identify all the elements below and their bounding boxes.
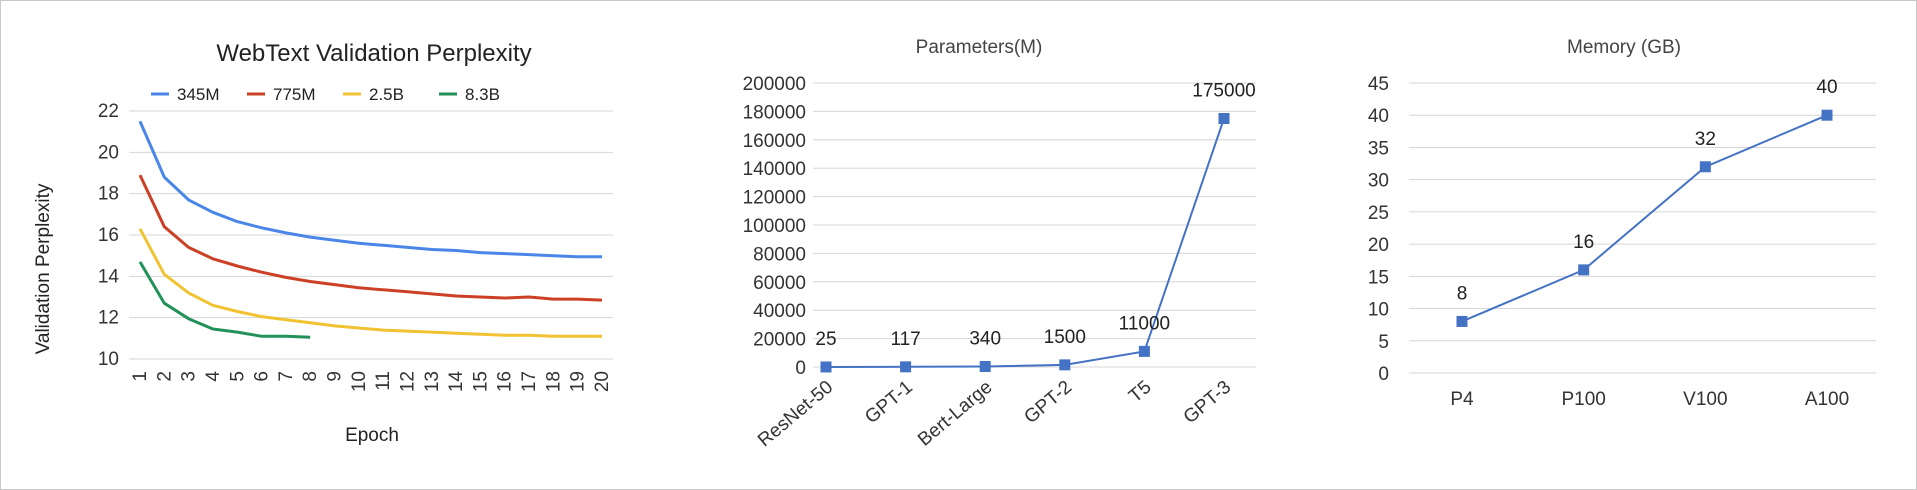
chart-perplexity-xtick: 16 (495, 371, 516, 392)
chart-perplexity-xtick: 17 (519, 371, 540, 392)
chart-parameters-ytick: 80000 (753, 244, 806, 265)
chart-parameters-data-label: 25 (815, 329, 836, 350)
chart-parameters-ytick: 120000 (743, 188, 806, 209)
chart-memory-ytick: 40 (1368, 106, 1389, 127)
chart-parameters-title: Parameters(M) (916, 37, 1043, 58)
chart-perplexity-xtick: 10 (349, 371, 370, 392)
chart-parameters-line (825, 118, 1225, 368)
chart-perplexity-xtick: 12 (397, 371, 418, 392)
chart-parameters-data-label: 340 (969, 329, 1001, 350)
chart-memory-marker (1456, 315, 1468, 327)
chart-parameters-xtick: GPT-2 (1020, 377, 1076, 428)
chart-perplexity-xtick: 4 (203, 371, 224, 382)
chart-perplexity-xtick: 11 (373, 371, 394, 391)
chart-parameters-ytick: 0 (795, 358, 806, 379)
chart-perplexity-ytick: 22 (98, 101, 119, 122)
chart-memory-xtick: A100 (1805, 389, 1849, 410)
chart-perplexity-xtick: 6 (252, 371, 273, 382)
chart-memory-data-label: 8 (1457, 283, 1468, 304)
chart-perplexity: WebText Validation Perplexity Epoch Vali… (33, 40, 613, 446)
chart-memory-data-label: 32 (1695, 129, 1716, 150)
chart-perplexity-ytick: 16 (98, 225, 119, 246)
chart-perplexity-ytick: 10 (98, 349, 119, 370)
chart-parameters: Parameters(M) 0 20000 40000 60000 80000 10000… (743, 37, 1256, 451)
chart-parameters-ytick: 20000 (753, 330, 806, 351)
chart-parameters-data-label: 175000 (1192, 81, 1255, 102)
chart-perplexity-legend-label: 8.3B (465, 85, 500, 104)
chart-parameters-xtick: T5 (1125, 377, 1155, 407)
chart-perplexity-legend-label: 775M (273, 85, 316, 104)
chart-parameters-ytick: 180000 (743, 102, 806, 123)
chart-perplexity-series-345M-line (138, 120, 602, 259)
chart-perplexity-xtick: 5 (227, 371, 248, 382)
chart-perplexity-ytick: 20 (98, 142, 119, 163)
chart-memory-marker (1578, 264, 1590, 276)
chart-perplexity-series-2.5B-line (138, 228, 602, 338)
chart-memory-ytick: 20 (1368, 235, 1389, 256)
chart-perplexity-xlabel: Epoch (345, 425, 399, 446)
chart-parameters-ytick: 140000 (743, 159, 806, 180)
chart-perplexity-xtick: 13 (422, 371, 443, 392)
chart-memory: Memory (GB) 0 5 10 15 20 25 30 35 40 45 P4 P100 V100… (1368, 37, 1876, 410)
chart-perplexity-title: WebText Validation Perplexity (216, 40, 531, 67)
chart-memory-ytick: 0 (1378, 364, 1389, 385)
chart-perplexity-ylabel: Validation Perplexity (33, 183, 54, 354)
chart-memory-ytick: 30 (1368, 171, 1389, 192)
chart-perplexity-legend-label: 345M (177, 85, 220, 104)
chart-perplexity-ytick: 18 (98, 184, 119, 205)
chart-perplexity-ytick: 14 (98, 266, 120, 287)
chart-parameters-marker (820, 361, 832, 373)
chart-parameters-marker (1218, 113, 1230, 124)
chart-memory-title: Memory (GB) (1567, 37, 1681, 58)
chart-memory-line (1461, 114, 1828, 323)
chart-parameters-ytick: 60000 (753, 273, 806, 294)
chart-perplexity-xtick: 8 (300, 371, 321, 382)
chart-perplexity-series-775M-line (138, 174, 603, 302)
chart-parameters-xtick: ResNet-50 (754, 377, 837, 451)
chart-perplexity-xtick: 18 (543, 371, 564, 392)
chart-parameters-ytick: 40000 (753, 301, 806, 322)
chart-memory-ytick: 25 (1368, 203, 1389, 224)
chart-parameters-ytick: 200000 (743, 74, 806, 95)
chart-memory-ytick: 15 (1368, 267, 1389, 288)
chart-perplexity-xtick: 15 (470, 371, 491, 392)
chart-perplexity-xtick: 1 (130, 371, 151, 382)
chart-perplexity-xtick: 7 (276, 371, 297, 382)
chart-parameters-ytick: 160000 (743, 131, 806, 152)
chart-memory-xtick: P100 (1561, 389, 1605, 410)
chart-memory-data-label: 16 (1573, 232, 1594, 253)
chart-parameters-marker (900, 361, 912, 373)
chart-parameters-marker (979, 361, 991, 373)
chart-parameters-xtick: GPT-3 (1180, 377, 1236, 428)
chart-perplexity-xtick: 9 (325, 371, 346, 382)
chart-perplexity-xtick: 2 (154, 371, 175, 382)
chart-memory-marker (1699, 161, 1711, 173)
chart-perplexity-xtick: 3 (179, 371, 200, 382)
chart-parameters-marker (1059, 359, 1071, 371)
chart-memory-ytick: 45 (1368, 74, 1389, 95)
chart-memory-ytick: 10 (1368, 300, 1389, 321)
chart-parameters-data-label: 11000 (1119, 313, 1170, 334)
chart-perplexity-xtick: 19 (568, 371, 589, 392)
chart-perplexity-series-8.3B-line (138, 261, 311, 339)
chart-parameters-xtick: GPT-1 (861, 377, 917, 428)
chart-memory-data-label: 40 (1816, 77, 1837, 98)
chart-perplexity-ytick: 12 (98, 308, 119, 329)
chart-parameters-data-label: 117 (890, 329, 920, 350)
chart-perplexity-xtick: 20 (592, 371, 613, 392)
chart-memory-xtick: V100 (1683, 389, 1727, 410)
chart-parameters-ytick: 100000 (743, 216, 806, 237)
chart-parameters-marker (1138, 345, 1150, 357)
chart-memory-xtick: P4 (1450, 389, 1474, 410)
chart-parameters-data-label: 1500 (1044, 327, 1086, 348)
chart-perplexity-xtick: 14 (446, 371, 467, 393)
chart-perplexity-legend-label: 2.5B (369, 85, 404, 104)
chart-parameters-xtick: Bert-Large (914, 377, 996, 451)
chart-memory-marker (1821, 109, 1833, 121)
chart-memory-ytick: 5 (1378, 332, 1389, 353)
chart-memory-ytick: 35 (1368, 138, 1389, 159)
